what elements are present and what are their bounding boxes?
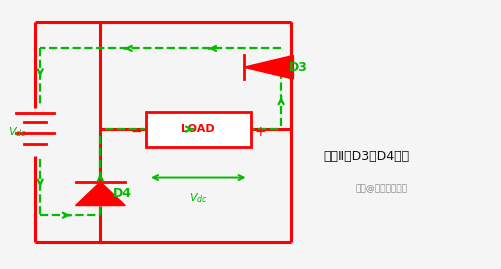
- Text: 头条@学上做元器件: 头条@学上做元器件: [355, 184, 407, 193]
- Text: $V_{dc}$: $V_{dc}$: [8, 125, 26, 139]
- Text: LOAD: LOAD: [181, 124, 214, 134]
- Text: +: +: [254, 125, 266, 139]
- Text: −: −: [130, 125, 142, 139]
- FancyBboxPatch shape: [145, 112, 250, 147]
- Text: $V_{dc}$: $V_{dc}$: [188, 191, 207, 205]
- Polygon shape: [76, 182, 125, 206]
- Polygon shape: [243, 55, 293, 79]
- Text: D4: D4: [113, 187, 132, 200]
- Text: D3: D3: [288, 61, 307, 74]
- Text: 模式Ⅱ：D3和D4导通: 模式Ⅱ：D3和D4导通: [323, 150, 409, 162]
